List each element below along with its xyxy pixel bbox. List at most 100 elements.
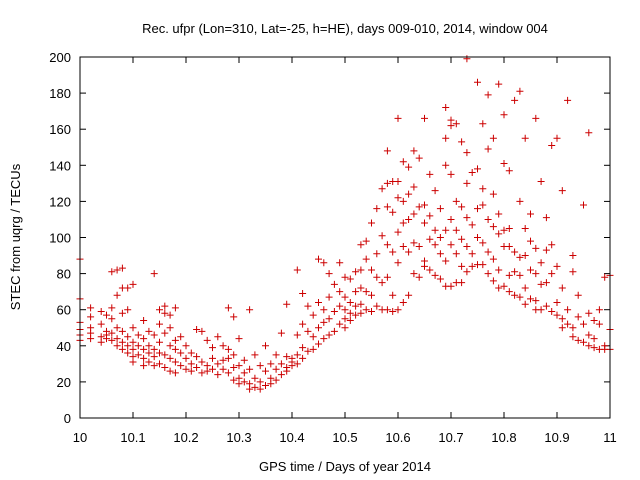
data-point xyxy=(421,201,428,209)
data-point xyxy=(357,241,365,249)
chart-title: Rec. ufpr (Lon=310, Lat=-25, h=HE), days… xyxy=(142,21,548,36)
data-point xyxy=(156,306,163,314)
y-tick-label: 0 xyxy=(64,411,71,426)
x-tick-label: 10.2 xyxy=(173,430,198,445)
data-point xyxy=(516,197,524,205)
data-point xyxy=(431,271,439,279)
data-point xyxy=(187,367,195,375)
data-point xyxy=(161,351,169,359)
data-point xyxy=(521,300,529,308)
data-point xyxy=(410,239,418,247)
data-point xyxy=(214,360,222,368)
y-tick-label: 200 xyxy=(49,50,71,65)
data-point xyxy=(383,306,391,314)
data-point xyxy=(140,362,148,370)
data-point xyxy=(256,385,264,393)
data-point xyxy=(330,308,338,316)
data-point xyxy=(240,356,248,364)
data-point xyxy=(463,243,471,251)
data-point xyxy=(542,279,550,287)
data-point xyxy=(421,262,428,270)
data-point xyxy=(368,308,375,316)
data-point xyxy=(426,212,434,220)
data-point xyxy=(140,317,148,325)
data-point xyxy=(346,298,354,306)
data-point xyxy=(336,259,344,267)
data-point xyxy=(452,226,460,234)
data-point xyxy=(537,280,545,288)
data-point xyxy=(293,331,301,339)
data-point xyxy=(521,252,529,260)
data-point xyxy=(527,295,534,303)
data-point xyxy=(468,250,476,258)
data-point xyxy=(203,336,211,344)
data-point xyxy=(129,280,137,288)
data-point xyxy=(182,342,190,350)
data-point xyxy=(585,129,593,137)
data-point xyxy=(293,351,301,359)
data-point xyxy=(150,345,158,353)
data-point xyxy=(436,234,444,241)
data-point xyxy=(288,362,296,370)
data-point xyxy=(171,336,179,344)
data-point xyxy=(357,266,365,274)
data-point xyxy=(505,288,513,296)
data-point xyxy=(357,284,365,292)
data-point xyxy=(405,163,413,171)
data-point xyxy=(262,367,269,375)
data-point xyxy=(542,214,550,222)
data-point xyxy=(585,309,593,317)
data-point xyxy=(511,248,519,256)
data-point xyxy=(458,235,466,243)
data-point xyxy=(118,345,126,353)
data-point xyxy=(564,320,572,328)
y-tick-label: 140 xyxy=(49,158,71,173)
data-point xyxy=(580,201,587,209)
data-point xyxy=(224,354,232,362)
data-point xyxy=(590,317,598,325)
data-point xyxy=(341,273,349,281)
data-point xyxy=(214,371,222,379)
data-point xyxy=(224,369,232,377)
data-point xyxy=(118,338,126,346)
data-point xyxy=(150,362,158,370)
data-point xyxy=(405,215,413,223)
data-point xyxy=(415,243,423,251)
data-point xyxy=(489,190,497,198)
data-point xyxy=(362,255,370,263)
data-point xyxy=(267,380,275,388)
data-point xyxy=(426,170,434,178)
data-point xyxy=(352,311,360,319)
data-point xyxy=(134,351,142,359)
data-point xyxy=(346,317,354,325)
data-point xyxy=(140,335,148,343)
data-point xyxy=(320,259,328,267)
data-point xyxy=(394,194,402,202)
data-point xyxy=(177,349,185,357)
data-point xyxy=(156,349,163,357)
data-point xyxy=(357,300,365,308)
data-point xyxy=(182,354,190,362)
data-point xyxy=(187,360,195,368)
data-point xyxy=(442,104,450,112)
data-point xyxy=(474,234,481,241)
data-point xyxy=(532,114,540,122)
data-point xyxy=(309,333,317,341)
data-point xyxy=(399,197,407,205)
data-point xyxy=(277,329,285,337)
data-point xyxy=(511,268,519,276)
data-point xyxy=(511,96,519,104)
data-point xyxy=(389,248,397,256)
data-point xyxy=(113,266,121,274)
data-point xyxy=(532,270,540,278)
data-point xyxy=(500,111,508,119)
data-point xyxy=(325,270,333,278)
data-point xyxy=(468,221,476,229)
data-point xyxy=(442,134,450,142)
data-point xyxy=(495,210,503,218)
data-point xyxy=(495,266,503,274)
data-point xyxy=(283,353,291,361)
data-point xyxy=(235,362,243,370)
data-point xyxy=(580,338,587,346)
